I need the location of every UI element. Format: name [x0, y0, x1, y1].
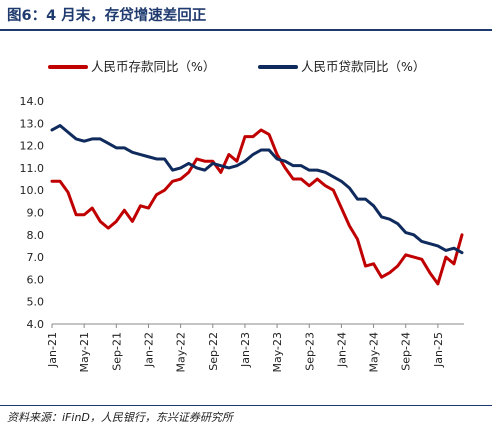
plot-area	[50, 124, 464, 286]
x-axis: Jan-21 May-21 Sep-21 Jan-22 May-22 Sep-22 Jan-…	[46, 323, 464, 373]
y-tick-label: 10.0	[20, 184, 45, 197]
line-chart: 人民币存款同比（%） 人民币贷款同比（%） 14.0 13.0 12.0 11.0 10…	[20, 59, 464, 373]
x-tick-label: Sep-21	[110, 332, 123, 371]
figure-title: 图6：4 月末，存贷增速差回正	[7, 8, 207, 24]
y-tick-label: 4.0	[27, 318, 45, 331]
x-tick-label: Sep-23	[303, 332, 316, 371]
y-tick-label: 6.0	[27, 273, 45, 286]
series-line-loan	[50, 124, 464, 255]
y-tick-label: 7.0	[27, 251, 45, 264]
y-tick-label: 9.0	[27, 207, 45, 220]
x-tick-label: Jan-23	[239, 332, 252, 368]
x-tick-label: Jan-25	[432, 332, 445, 368]
x-tick-label: May-22	[175, 332, 188, 373]
source-note: 资料来源：iFinD，人民银行，东兴证券研究所	[7, 411, 233, 424]
x-tick-label: Sep-22	[207, 332, 220, 371]
x-tick-label: Jan-22	[142, 332, 155, 368]
legend-label-deposit: 人民币存款同比（%）	[91, 59, 215, 74]
y-tick-label: 12.0	[20, 140, 45, 153]
y-tick-label: 8.0	[27, 229, 45, 242]
title-divider	[0, 29, 492, 31]
chart-legend: 人民币存款同比（%） 人民币贷款同比（%）	[48, 59, 425, 74]
legend-label-loan: 人民币贷款同比（%）	[301, 59, 425, 74]
y-tick-label: 14.0	[20, 95, 45, 108]
y-axis: 14.0 13.0 12.0 11.0 10.0 9.0 8.0 7.0 6.0 5.0 4.0	[20, 95, 45, 331]
y-tick-label: 11.0	[20, 162, 45, 175]
x-tick-label: Sep-24	[400, 332, 413, 371]
series-line-deposit	[50, 128, 464, 286]
y-tick-label: 13.0	[20, 117, 45, 130]
y-tick-label: 5.0	[27, 296, 45, 309]
x-tick-label: May-21	[78, 332, 91, 373]
x-tick-label: May-24	[368, 332, 381, 373]
x-tick-label: Jan-24	[335, 332, 348, 368]
footer-divider	[0, 405, 492, 406]
x-tick-label: Jan-21	[46, 332, 59, 368]
x-tick-label: May-23	[271, 332, 284, 373]
